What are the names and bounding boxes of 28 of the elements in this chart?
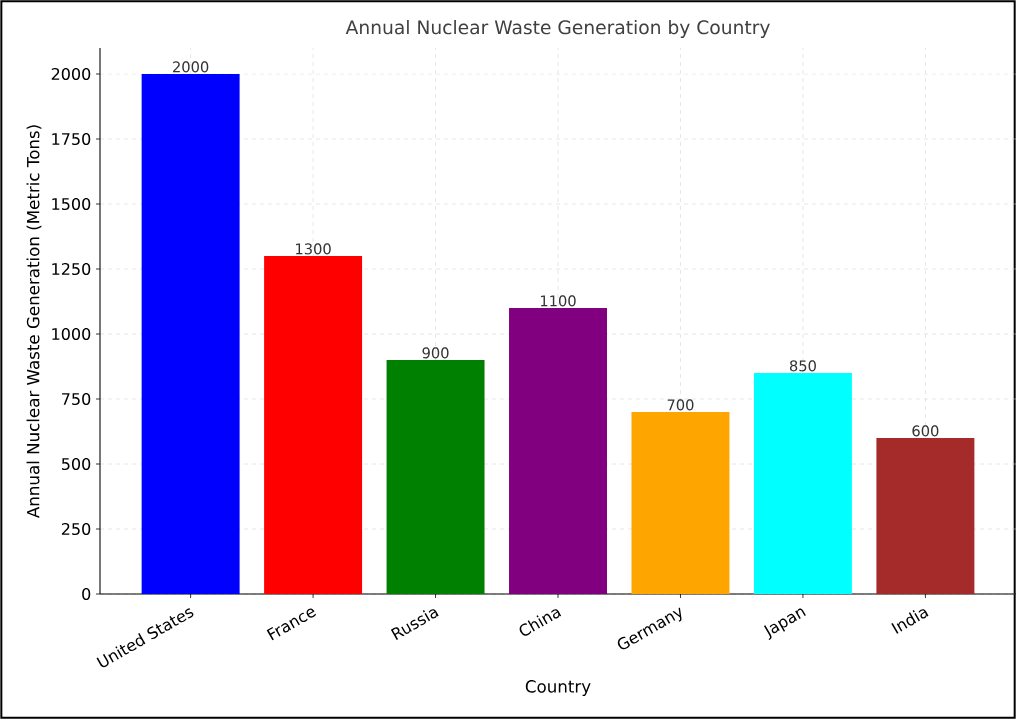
y-axis-title: Annual Nuclear Waste Generation (Metric Tons): [26, 125, 42, 518]
bar: [386, 360, 485, 594]
x-tick-label: India: [891, 609, 929, 634]
bar: [631, 412, 730, 594]
y-tick-label: 1500: [52, 197, 91, 211]
data-label: 700: [667, 399, 694, 411]
data-label: 900: [422, 347, 449, 359]
x-axis-title: Country: [525, 680, 591, 696]
data-label: 1300: [296, 243, 331, 255]
chart-title: Annual Nuclear Waste Generation by Country: [345, 19, 770, 38]
data-label: 600: [912, 425, 939, 437]
bar: [876, 438, 975, 594]
y-tick-label: 0: [82, 587, 91, 601]
x-tick-label: China: [519, 609, 562, 636]
y-tick-label: 1250: [52, 262, 91, 276]
data-label: 850: [789, 360, 816, 372]
bar: [264, 256, 363, 594]
y-tick-label: 1750: [52, 132, 91, 146]
bar: [753, 373, 852, 594]
bar: [141, 74, 240, 594]
y-tick-label: 500: [61, 457, 91, 471]
data-label: 1100: [540, 295, 576, 307]
y-tick-label: 1000: [52, 327, 91, 341]
y-tick-label: 250: [61, 522, 91, 536]
bar: [509, 308, 607, 594]
y-tick-label: 2000: [51, 67, 91, 81]
data-label: 2000: [173, 61, 209, 73]
y-tick-label: 750: [62, 392, 91, 406]
